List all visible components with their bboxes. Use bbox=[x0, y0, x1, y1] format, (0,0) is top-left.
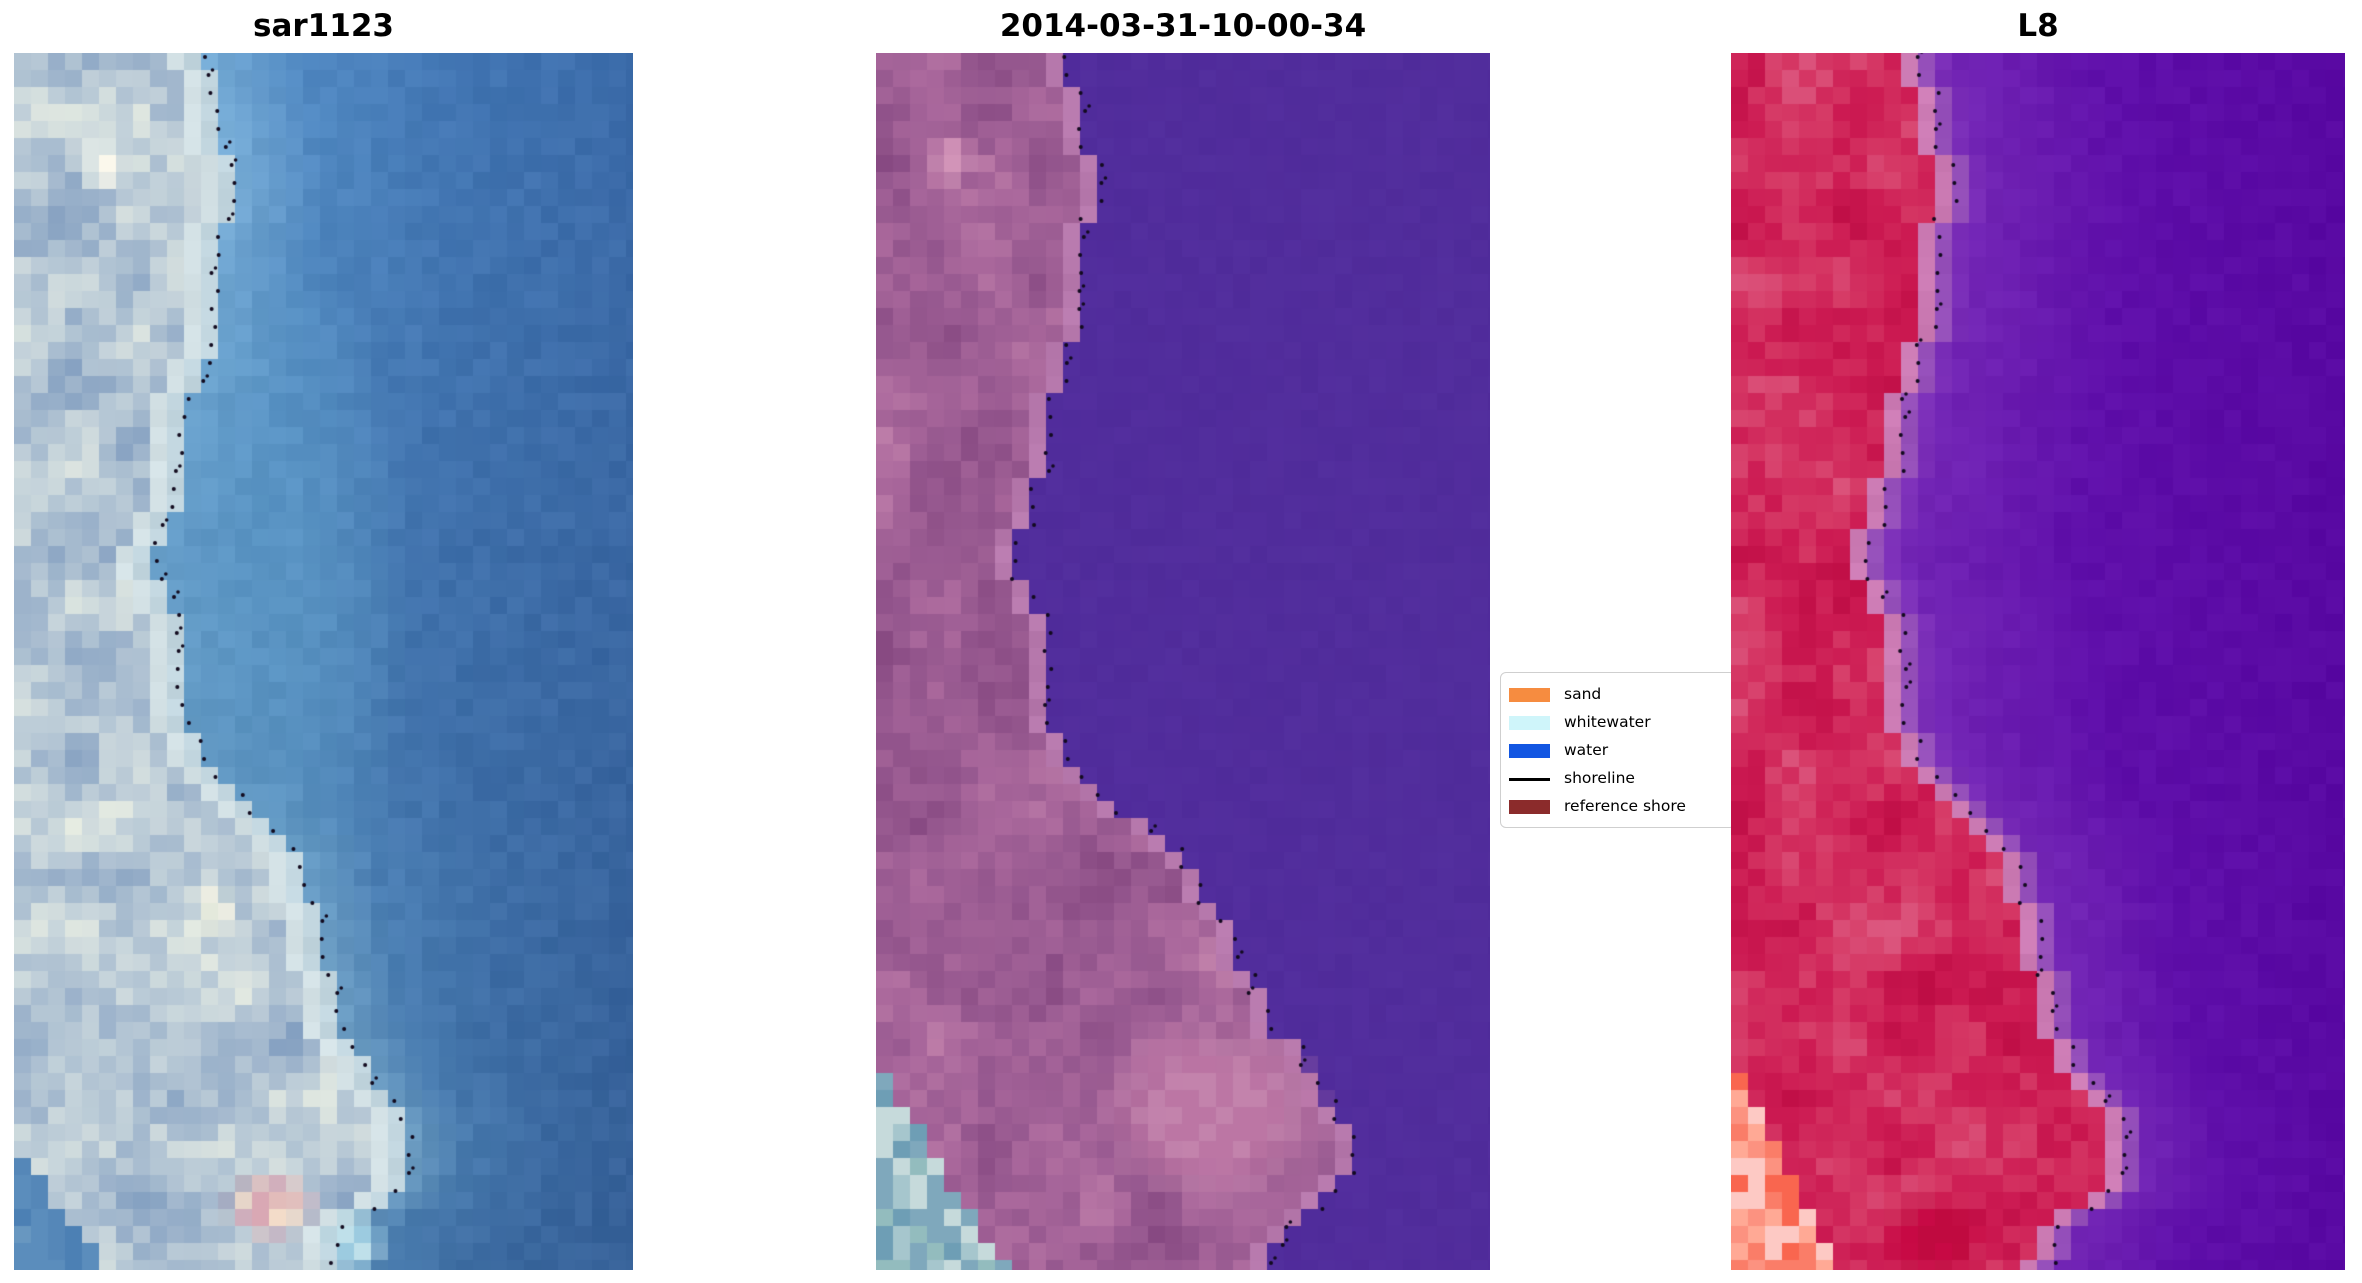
panel-image-sar1123 bbox=[14, 53, 633, 1270]
legend-label-whitewater: whitewater bbox=[1564, 713, 1651, 732]
legend-item-water: water bbox=[1509, 737, 1729, 765]
water-swatch bbox=[1509, 744, 1550, 758]
legend-box: sand whitewater water shoreline referenc… bbox=[1500, 672, 1736, 828]
legend-label-shoreline: shoreline bbox=[1564, 769, 1635, 788]
panel-title-sar: sar1123 bbox=[253, 8, 394, 44]
legend-label-sand: sand bbox=[1564, 685, 1602, 704]
sand-swatch bbox=[1509, 688, 1550, 702]
panel-image-scene-date bbox=[876, 53, 1490, 1270]
legend-item-reference-shore: reference shore bbox=[1509, 793, 1729, 821]
legend-label-reference-shore: reference shore bbox=[1564, 797, 1686, 816]
whitewater-swatch bbox=[1509, 716, 1550, 730]
panel-title-scene-date: 2014-03-31-10-00-34 bbox=[999, 8, 1367, 44]
reference-shore-swatch bbox=[1509, 800, 1550, 814]
legend-item-whitewater: whitewater bbox=[1509, 709, 1729, 737]
panel-image-l8 bbox=[1731, 53, 2345, 1270]
legend-label-water: water bbox=[1564, 741, 1609, 760]
shoreline-line-swatch bbox=[1509, 777, 1550, 781]
legend-item-sand: sand bbox=[1509, 681, 1729, 709]
panel-title-l8: L8 bbox=[2017, 8, 2059, 44]
legend-item-shoreline: shoreline bbox=[1509, 765, 1729, 793]
